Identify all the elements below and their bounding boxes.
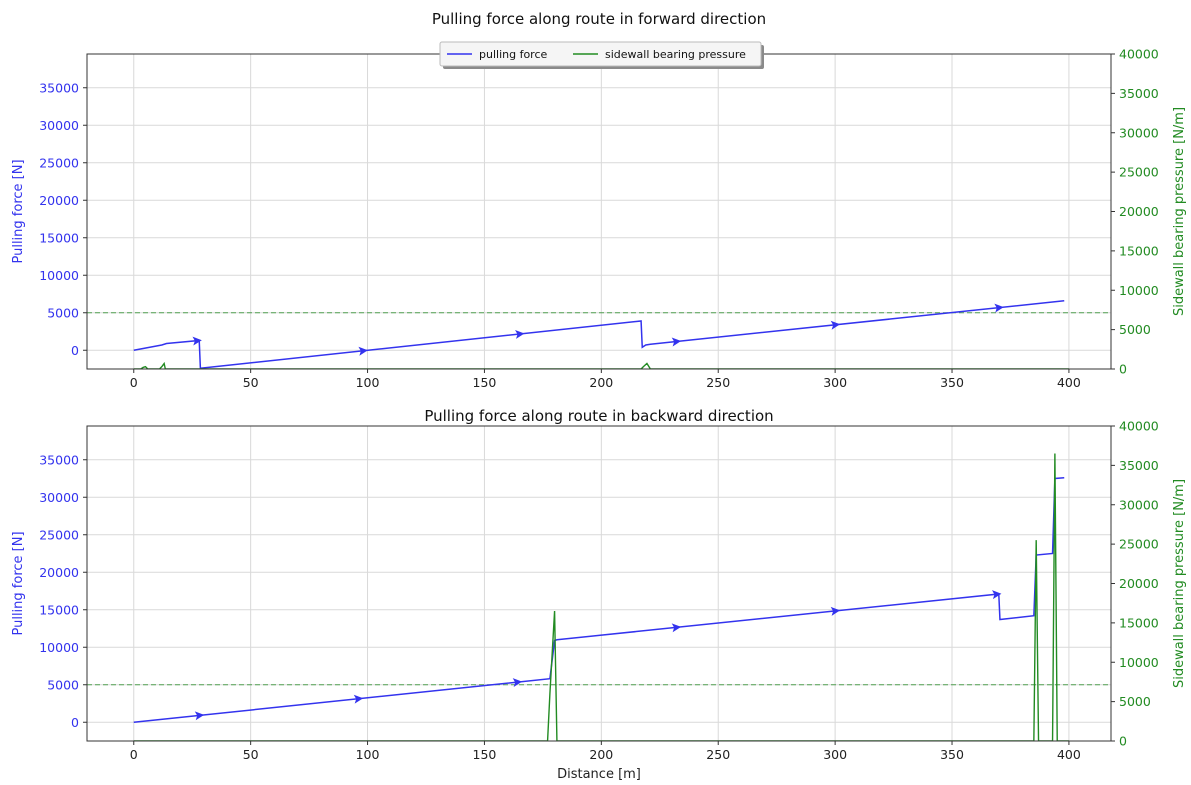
- y-tick-label: 35000: [39, 452, 79, 467]
- y2-tick-label: 15000: [1119, 615, 1159, 630]
- y-tick-label: 35000: [39, 80, 79, 95]
- y-tick-label: 5000: [47, 305, 79, 320]
- direction-arrow-marker: [515, 329, 525, 339]
- grid: [87, 426, 1111, 741]
- series-layer: [133, 453, 1069, 741]
- tick-labels: 0 50 100 150 200 250 300 350 400 0 5000 10000 15000 2…: [39, 419, 1159, 763]
- y2-tick-label: 20000: [1119, 204, 1159, 219]
- y2-tick-label: 15000: [1119, 243, 1159, 258]
- x-tick-label: 50: [243, 747, 259, 762]
- y-tick-label: 30000: [39, 490, 79, 505]
- secondary-y-axis-label: Sidewall bearing pressure [N/m]: [1172, 107, 1187, 316]
- x-tick-label: 200: [589, 375, 613, 390]
- tick-labels: 0 50 100 150 200 250 300 350 400 0 5000 10000 15000 2…: [39, 47, 1159, 391]
- y-axis-label: Pulling force [N]: [11, 531, 26, 635]
- y2-tick-label: 0: [1119, 362, 1127, 377]
- plot-frame: [86, 425, 1112, 742]
- x-tick-label: 100: [356, 375, 380, 390]
- legend-entry-force: pulling force: [479, 48, 548, 61]
- y-axis-label: Pulling force [N]: [11, 159, 26, 263]
- y2-tick-label: 5000: [1119, 322, 1151, 337]
- x-tick-label: 400: [1057, 375, 1081, 390]
- y2-tick-label: 40000: [1119, 47, 1159, 62]
- y-tick-label: 15000: [39, 230, 79, 245]
- x-tick-label: 250: [706, 375, 730, 390]
- y2-tick-label: 10000: [1119, 655, 1159, 670]
- y2-tick-label: 35000: [1119, 458, 1159, 473]
- x-tick-label: 300: [823, 375, 847, 390]
- y2-tick-label: 40000: [1119, 419, 1159, 434]
- y-tick-label: 25000: [39, 527, 79, 542]
- y2-tick-label: 30000: [1119, 497, 1159, 512]
- plot-title: Pulling force along route in backward di…: [424, 407, 773, 425]
- legend: pulling force sidewall bearing pressure: [439, 41, 764, 69]
- plot-frame: [86, 53, 1112, 370]
- x-tick-label: 400: [1057, 747, 1081, 762]
- direction-arrow-marker: [994, 303, 1004, 313]
- y2-tick-label: 30000: [1119, 125, 1159, 140]
- y2-tick-label: 25000: [1119, 537, 1159, 552]
- x-tick-label: 250: [706, 747, 730, 762]
- x-tick-label: 150: [473, 375, 497, 390]
- legend-entry-pressure: sidewall bearing pressure: [605, 48, 746, 61]
- y-tick-label: 10000: [39, 268, 79, 283]
- x-tick-label: 150: [473, 747, 497, 762]
- y-tick-label: 20000: [39, 565, 79, 580]
- backward-direction-plot: Pulling force along route in backward di…: [11, 407, 1187, 782]
- series-pulling-force: [133, 477, 1065, 723]
- x-tick-label: 300: [823, 747, 847, 762]
- direction-arrows: [194, 590, 1002, 721]
- y-tick-label: 0: [71, 343, 79, 358]
- x-tick-label: 200: [589, 747, 613, 762]
- direction-arrow-marker: [671, 337, 682, 347]
- y-tick-label: 5000: [47, 677, 79, 692]
- grid: [87, 54, 1111, 369]
- series-layer: [133, 300, 1069, 369]
- forward-direction-plot: Pulling force along route in forward dir…: [11, 10, 1187, 390]
- direction-arrow-marker: [358, 346, 368, 356]
- x-tick-label: 100: [356, 747, 380, 762]
- y-tick-label: 30000: [39, 118, 79, 133]
- direction-arrow-marker: [192, 336, 202, 346]
- plot-title: Pulling force along route in forward dir…: [432, 10, 766, 28]
- y-tick-label: 20000: [39, 193, 79, 208]
- x-tick-label: 0: [130, 747, 138, 762]
- y2-tick-label: 25000: [1119, 165, 1159, 180]
- direction-arrow-marker: [830, 320, 841, 330]
- x-tick-label: 50: [243, 375, 259, 390]
- series-sidewall-bearing-pressure: [133, 453, 1069, 741]
- direction-arrow-marker: [194, 711, 205, 721]
- direction-arrow-marker: [353, 694, 364, 704]
- y2-tick-label: 20000: [1119, 576, 1159, 591]
- y-tick-label: 15000: [39, 602, 79, 617]
- x-tick-label: 350: [940, 747, 964, 762]
- y-tick-label: 10000: [39, 640, 79, 655]
- y2-tick-label: 0: [1119, 734, 1127, 749]
- y2-tick-label: 10000: [1119, 283, 1159, 298]
- direction-arrow-marker: [671, 623, 682, 633]
- legend-box: [439, 41, 762, 67]
- y2-tick-label: 5000: [1119, 694, 1151, 709]
- y-tick-label: 25000: [39, 155, 79, 170]
- direction-arrow-marker: [512, 678, 523, 688]
- direction-arrows: [192, 303, 1004, 356]
- x-tick-label: 0: [130, 375, 138, 390]
- direction-arrow-marker: [991, 590, 1002, 600]
- series-pulling-force: [133, 300, 1065, 369]
- x-axis-label: Distance [m]: [557, 767, 641, 782]
- secondary-y-axis-label: Sidewall bearing pressure [N/m]: [1172, 479, 1187, 688]
- series-sidewall-bearing-pressure: [133, 361, 1069, 369]
- y-tick-label: 0: [71, 715, 79, 730]
- y2-tick-label: 35000: [1119, 86, 1159, 101]
- direction-arrow-marker: [830, 606, 841, 616]
- x-tick-label: 350: [940, 375, 964, 390]
